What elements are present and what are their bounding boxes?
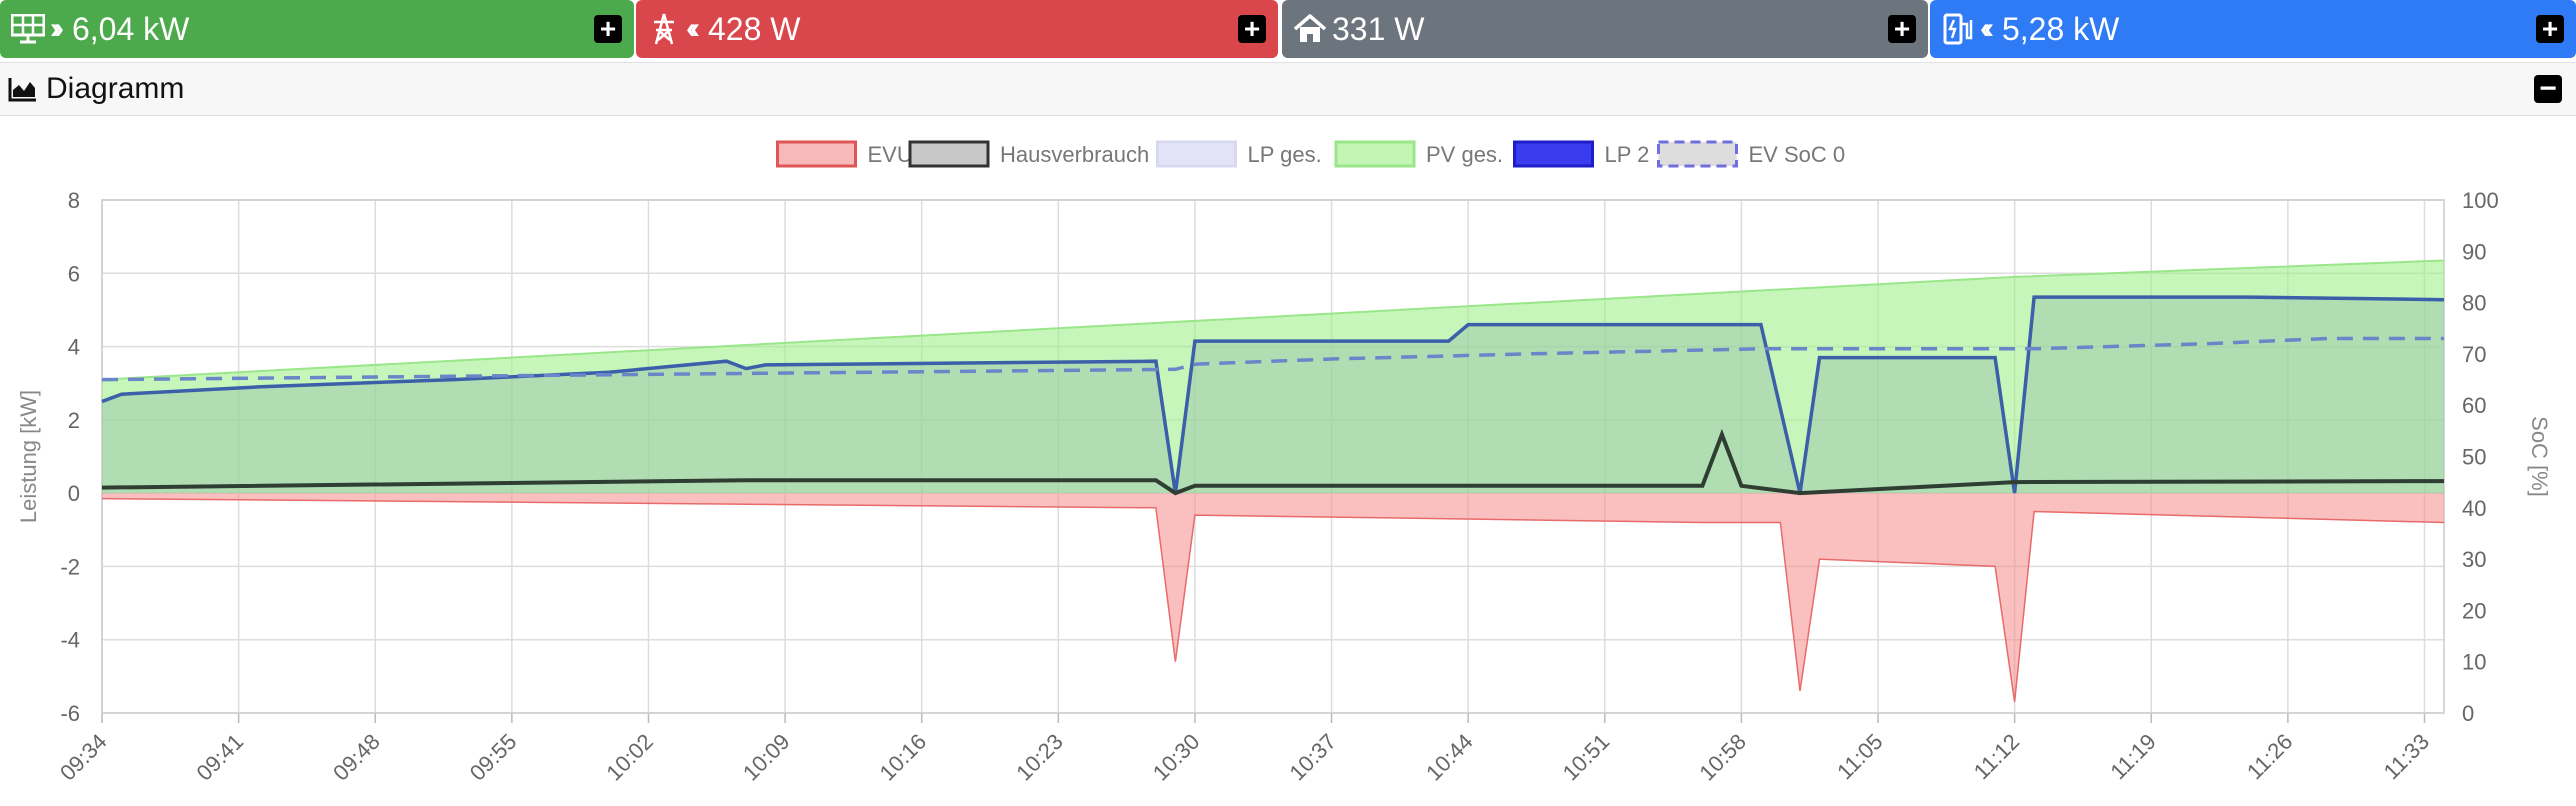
x-tick-label: 11:12 [1969, 729, 2024, 784]
x-tick-label: 10:37 [1284, 729, 1341, 786]
y2-tick-label: 80 [2462, 291, 2486, 316]
x-tick-label: 10:16 [875, 729, 932, 786]
home-icon [1292, 11, 1328, 47]
expand-plus-button[interactable]: + [594, 15, 622, 43]
y2-tick-label: 20 [2462, 598, 2486, 623]
x-tick-label: 09:41 [192, 729, 249, 786]
x-tick-label: 10:58 [1694, 729, 1751, 786]
pv-series-area [102, 260, 2444, 494]
x-tick-label: 10:02 [601, 729, 658, 786]
x-tick-label: 11:26 [2242, 729, 2297, 784]
house-tile[interactable]: 331 W + [1282, 0, 1928, 58]
ev-soc-line [101, 336, 2444, 382]
evu-series-line [101, 497, 2445, 703]
charge-point-tile[interactable]: ‹‹ 5,28 kW + [1930, 0, 2576, 58]
legend-swatch [776, 140, 857, 168]
legend-label: LP ges. [1248, 142, 1322, 167]
expand-plus-button[interactable]: + [1238, 15, 1266, 43]
legend-label: EV SoC 0 [1749, 142, 1846, 167]
legend-swatch [1156, 140, 1237, 168]
x-tick-label: 11:33 [2379, 729, 2434, 784]
y2-tick-label: 90 [2462, 239, 2486, 264]
x-tick-label: 10:30 [1148, 729, 1205, 786]
status-tiles: ›› 6,04 kW + ‹‹ 428 W + 331 W + [0, 0, 2576, 58]
y2-tick-label: 10 [2462, 650, 2486, 675]
expand-plus-button[interactable]: + [1888, 15, 1916, 43]
power-pylon-icon [646, 11, 682, 47]
double-chevron-left-icon: ‹‹ [1980, 12, 1994, 45]
x-tick-label: 11:05 [1832, 729, 1887, 784]
pv-series-line [101, 259, 2445, 381]
grid-tile[interactable]: ‹‹ 428 W + [636, 0, 1278, 58]
legend-swatch [1334, 140, 1416, 168]
evu-series-area [102, 493, 2444, 702]
x-tick-label: 10:09 [738, 729, 795, 786]
double-chevron-right-icon: ›› [50, 12, 64, 45]
y-tick-label: -2 [60, 554, 80, 579]
expand-plus-button[interactable]: + [2536, 15, 2564, 43]
y-tick-label: 8 [68, 188, 80, 213]
legend-label: Hausverbrauch [1000, 142, 1149, 167]
y-axis-title: Leistung [kW] [16, 390, 41, 523]
pv-power-value: 6,04 kW [71, 10, 190, 47]
charge-power-value: 5,28 kW [2001, 10, 2120, 47]
x-tick-label: 09:55 [465, 729, 522, 786]
ev-charger-icon [1940, 11, 1976, 47]
x-tick-label: 10:51 [1558, 729, 1615, 786]
legend-swatch [908, 140, 990, 168]
x-tick-label: 10:44 [1421, 729, 1478, 786]
x-tick-label: 10:23 [1011, 729, 1068, 786]
solar-panel-icon [10, 11, 46, 47]
legend-label: EVU [868, 142, 913, 167]
y-tick-label: 2 [68, 408, 80, 433]
section-title: Diagramm [46, 72, 185, 105]
chart-section-header[interactable]: Diagramm − [0, 62, 2576, 116]
legend-swatch [1657, 140, 1738, 168]
y2-tick-label: 40 [2462, 496, 2486, 521]
pv-tile[interactable]: ›› 6,04 kW + [0, 0, 634, 58]
legend-label: LP 2 [1605, 142, 1650, 167]
y2-axis-title: SoC [%] [2527, 416, 2552, 497]
house-power-value: 331 W [1332, 10, 1425, 47]
y-tick-label: 4 [68, 335, 80, 360]
x-tick-label: 11:19 [2105, 729, 2160, 784]
grid-power-value: 428 W [707, 10, 801, 47]
double-chevron-left-icon: ‹‹ [686, 12, 700, 45]
y2-tick-label: 30 [2462, 547, 2486, 572]
collapse-minus-button[interactable]: − [2534, 74, 2562, 104]
area-chart-icon [8, 76, 38, 102]
y2-tick-label: 0 [2462, 701, 2474, 726]
x-tick-label: 09:34 [55, 729, 112, 786]
y-tick-label: -6 [60, 701, 80, 726]
house-consumption-line [101, 428, 2445, 496]
y-tick-label: 0 [68, 481, 80, 506]
y-tick-label: 6 [68, 261, 80, 286]
y2-tick-label: 50 [2462, 445, 2486, 470]
y-tick-label: -4 [60, 628, 80, 653]
y2-tick-label: 60 [2462, 393, 2486, 418]
legend-swatch [1513, 140, 1594, 168]
y2-tick-label: 70 [2462, 342, 2486, 367]
y2-tick-label: 100 [2462, 188, 2499, 213]
legend-label: PV ges. [1426, 142, 1503, 167]
x-tick-label: 09:48 [328, 729, 385, 786]
lp2-series-area [102, 297, 2444, 494]
